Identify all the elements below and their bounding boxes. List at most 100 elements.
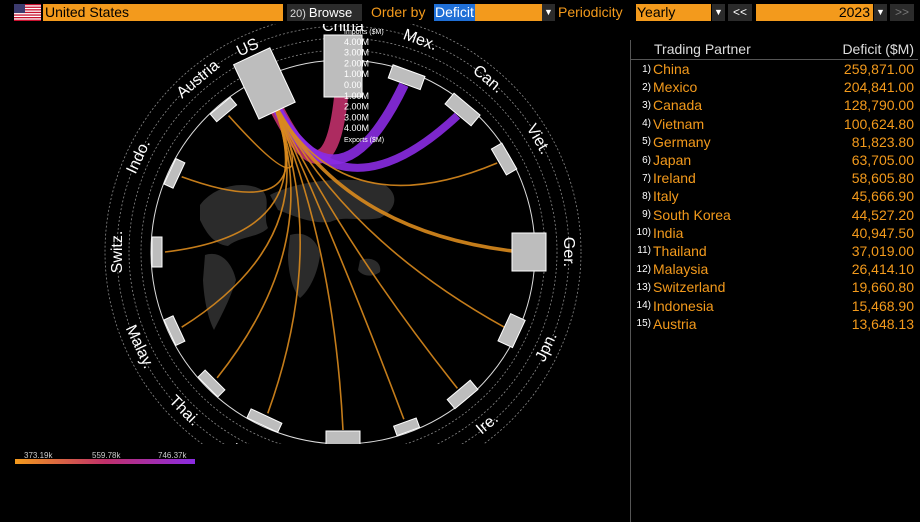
chord-node-14[interactable] bbox=[163, 157, 186, 189]
row-rank: 5) bbox=[642, 136, 651, 148]
chord-node-3[interactable] bbox=[444, 92, 481, 127]
row-partner-name: Japan bbox=[653, 152, 692, 169]
chord-link-14 bbox=[181, 88, 288, 193]
row-rank: 12) bbox=[636, 263, 651, 275]
year-dropdown-icon[interactable]: ▼ bbox=[874, 4, 887, 21]
row-partner-name: Indonesia bbox=[653, 297, 714, 314]
table-row[interactable]: 9) South Korea 44,527.20 bbox=[631, 206, 918, 224]
table-row[interactable]: 2) Mexico 204,841.00 bbox=[631, 78, 918, 96]
legend-tick-label: 559.78k bbox=[92, 451, 121, 460]
china-axis-tick: 3.00M bbox=[344, 48, 369, 58]
table-row[interactable]: 1) China 259,871.00 bbox=[631, 60, 918, 78]
order-by-value: Deficit bbox=[434, 4, 475, 21]
table-row[interactable]: 13) Switzerland 19,660.80 bbox=[631, 278, 918, 296]
chord-node-12[interactable] bbox=[163, 315, 186, 347]
row-deficit-value: 15,468.90 bbox=[851, 297, 914, 314]
row-deficit-value: 259,871.00 bbox=[843, 61, 914, 78]
china-axis-tick: 4.00M bbox=[344, 123, 369, 133]
row-partner-name: Mexico bbox=[653, 79, 698, 96]
order-by-label: Order by bbox=[371, 4, 426, 20]
chord-node-11[interactable] bbox=[197, 369, 226, 398]
china-axis-tick: 1.00M bbox=[344, 91, 369, 101]
chord-node-9[interactable] bbox=[325, 430, 361, 444]
partner-table: Trading Partner Deficit ($M) 1) China 259,… bbox=[630, 40, 918, 522]
col-header-partner[interactable]: Trading Partner bbox=[654, 41, 751, 57]
row-deficit-value: 100,624.80 bbox=[843, 115, 914, 132]
chord-node-2[interactable] bbox=[387, 64, 426, 91]
chord-link-15 bbox=[227, 88, 294, 169]
chord-link-7 bbox=[266, 88, 459, 389]
row-deficit-value: 45,666.90 bbox=[851, 188, 914, 205]
table-row[interactable]: 15) Austria 13,648.13 bbox=[631, 315, 918, 333]
china-axis-tick: 4.00M bbox=[344, 37, 369, 47]
row-partner-name: Thailand bbox=[653, 242, 707, 259]
col-header-deficit[interactable]: Deficit ($M) bbox=[842, 41, 914, 57]
row-rank: 15) bbox=[636, 318, 651, 330]
legend-gradient-bar bbox=[15, 459, 195, 464]
chord-node-10[interactable] bbox=[246, 408, 283, 433]
node-label: Switz. bbox=[109, 231, 126, 274]
chord-nodes bbox=[151, 34, 547, 444]
order-by-select[interactable]: Deficit bbox=[434, 4, 542, 21]
row-rank: 4) bbox=[642, 118, 651, 130]
node-label: Indo. bbox=[124, 137, 154, 176]
row-rank: 9) bbox=[642, 209, 651, 221]
chord-node-15[interactable] bbox=[209, 96, 238, 123]
china-axis-tick: Imports ($M) bbox=[344, 29, 384, 36]
order-by-dropdown-icon[interactable]: ▼ bbox=[542, 4, 555, 21]
table-row[interactable]: 8) Italy 45,666.90 bbox=[631, 187, 918, 205]
table-row[interactable]: 3) Canada 128,790.00 bbox=[631, 96, 918, 114]
table-row[interactable]: 4) Vietnam 100,624.80 bbox=[631, 115, 918, 133]
row-partner-name: China bbox=[653, 61, 690, 78]
row-rank: 3) bbox=[642, 99, 651, 111]
china-axis-tick: Exports ($M) bbox=[344, 137, 384, 144]
chord-node-0[interactable] bbox=[232, 47, 296, 120]
row-rank: 8) bbox=[642, 190, 651, 202]
row-partner-name: Ireland bbox=[653, 170, 696, 187]
table-row[interactable]: 12) Malaysia 26,414.10 bbox=[631, 260, 918, 278]
row-partner-name: Malaysia bbox=[653, 261, 709, 278]
chord-node-7[interactable] bbox=[446, 379, 479, 410]
periodicity-dropdown-icon[interactable]: ▼ bbox=[712, 4, 725, 21]
node-label: Mex. bbox=[401, 26, 439, 54]
table-body: 1) China 259,871.00 2) Mexico 204,841.00 3) Can… bbox=[631, 60, 918, 333]
node-label: Ger. bbox=[560, 237, 577, 267]
row-partner-name: Austria bbox=[653, 315, 697, 332]
row-deficit-value: 19,660.80 bbox=[851, 279, 914, 296]
table-row[interactable]: 14) Indonesia 15,468.90 bbox=[631, 296, 918, 314]
chord-node-8[interactable] bbox=[392, 417, 421, 437]
row-rank: 10) bbox=[636, 227, 651, 239]
periodicity-select[interactable]: Yearly bbox=[636, 4, 711, 21]
table-row[interactable]: 10) India 40,947.50 bbox=[631, 224, 918, 242]
table-row[interactable]: 5) Germany 81,823.80 bbox=[631, 133, 918, 151]
chord-link-5 bbox=[265, 88, 522, 254]
row-partner-name: India bbox=[653, 224, 684, 241]
table-row[interactable]: 7) Ireland 58,605.80 bbox=[631, 169, 918, 187]
row-rank: 1) bbox=[642, 63, 651, 75]
chord-node-13[interactable] bbox=[151, 236, 163, 268]
china-axis-tick: 1.00M bbox=[344, 69, 369, 79]
world-map-background bbox=[200, 179, 395, 330]
year-input[interactable]: 2023 bbox=[756, 4, 873, 21]
china-axis-tick: 3.00M bbox=[344, 112, 369, 122]
node-label: Thai. bbox=[165, 392, 202, 429]
node-label: Jpn. bbox=[533, 330, 561, 365]
table-row[interactable]: 6) Japan 63,705.00 bbox=[631, 151, 918, 169]
chord-node-4[interactable] bbox=[490, 142, 518, 176]
row-partner-name: Switzerland bbox=[653, 279, 726, 296]
prev-year-button[interactable]: << bbox=[728, 4, 752, 21]
node-label: Ire. bbox=[473, 410, 502, 438]
row-rank: 7) bbox=[642, 172, 651, 184]
next-year-button[interactable]: >> bbox=[890, 4, 914, 21]
table-row[interactable]: 11) Thailand 37,019.00 bbox=[631, 242, 918, 260]
chord-node-1[interactable] bbox=[323, 34, 363, 98]
country-input[interactable]: United States bbox=[43, 4, 283, 21]
chord-node-6[interactable] bbox=[497, 312, 526, 349]
china-axis-tick: 2.00M bbox=[344, 58, 369, 68]
browse-button[interactable]: 20) Browse bbox=[287, 4, 362, 21]
node-label: Can. bbox=[469, 62, 506, 97]
row-deficit-value: 204,841.00 bbox=[843, 79, 914, 96]
legend-tick-label: 746.37k bbox=[158, 451, 187, 460]
chord-node-5[interactable] bbox=[511, 232, 547, 272]
